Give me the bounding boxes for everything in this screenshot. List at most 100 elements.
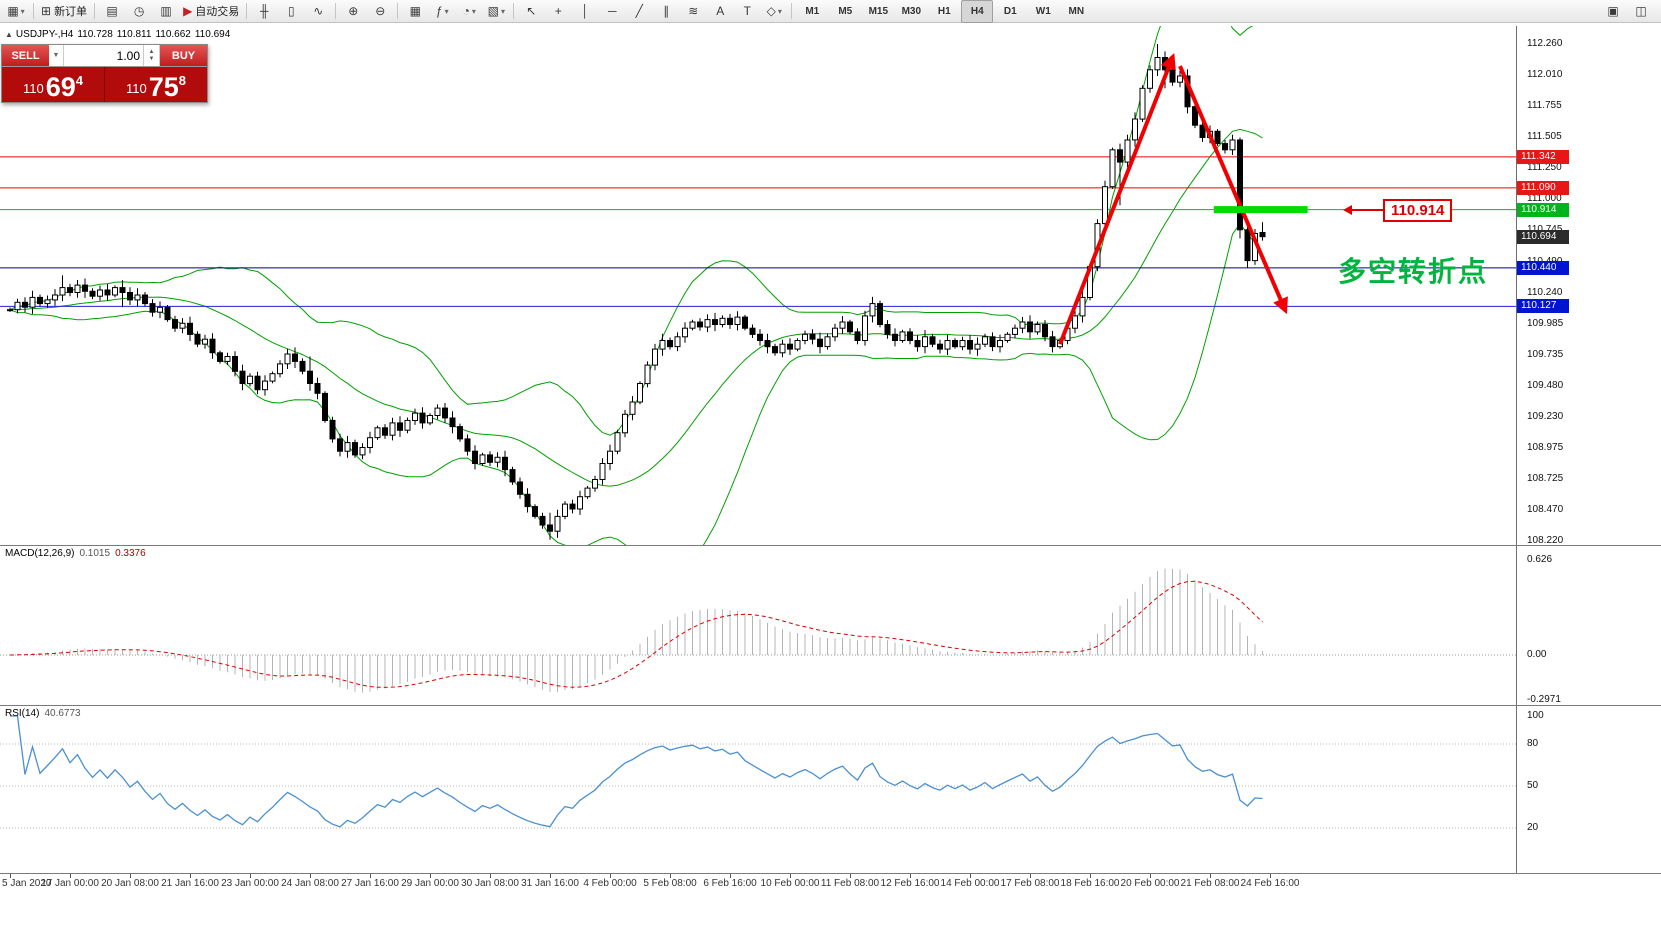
profiles-button[interactable]: ▤ (99, 1, 125, 22)
panel-separator[interactable] (0, 705, 1661, 706)
volume-input[interactable] (64, 48, 143, 63)
channel-button[interactable]: ∥ (653, 1, 679, 22)
timeframe-h1-button[interactable]: H1 (937, 5, 951, 17)
price-axis[interactable]: 112.260 112.010 111.755 111.505 111.250 111.0… (1516, 26, 1661, 874)
new-chart-button[interactable]: ▦ ▾ (3, 1, 29, 22)
indicators-button[interactable]: ƒ ▾ (429, 1, 455, 22)
zoom-in-button[interactable]: ⊕ (340, 1, 366, 22)
vertical-line-button[interactable]: │ (572, 1, 598, 22)
main-toolbar: ▦ ▾ ⊞ 新订单 ▤ ◷ ▥ ▶ 自动交易 ╫ ▯ ∿ ⊕ ⊖ ▦ ƒ ▾ ◔ ▾ ▧ ▾ ↖ + │ ─ ╱ ∥ ≋ A T ◇ ▾ M1 M… (0, 0, 1661, 23)
tile-windows-button[interactable]: ▦ (402, 1, 428, 22)
timeframe-m1-button[interactable]: M1 (805, 5, 820, 17)
volume-stepper[interactable]: ▲ ▼ (143, 45, 160, 66)
symbol-info: ▲ USDJPY-,H4 110.728 110.811 110.662 110.694 (5, 29, 234, 40)
timeframe-mn-button[interactable]: MN (1068, 5, 1085, 17)
macd-signal-value: 0.3376 (115, 548, 146, 559)
trend-arrows-layer[interactable] (1058, 53, 1288, 345)
time-label: 12 Feb 16:00 (880, 878, 940, 889)
auto-trading-button[interactable]: ▶ 自动交易 (180, 1, 242, 22)
new-order-button[interactable]: ⊞ 新订单 (38, 1, 90, 22)
candlestick-chart-button-icon: ▯ (287, 4, 295, 18)
chart-shift-button[interactable]: ▣ (1607, 4, 1619, 18)
line-chart-button[interactable]: ∿ (305, 1, 331, 22)
text-button[interactable]: A (707, 1, 733, 22)
price-tick: 109.230 (1527, 411, 1564, 422)
time-label: 17 Feb 08:00 (1000, 878, 1060, 889)
horizontal-line-button[interactable]: ─ (599, 1, 625, 22)
bar-chart-button[interactable]: ╫ (251, 1, 277, 22)
timeframe-m15-button[interactable]: M15 (868, 5, 889, 17)
time-tick (10, 874, 11, 878)
timeframe-d1-button[interactable]: D1 (1003, 5, 1017, 17)
buy-button[interactable]: BUY (160, 45, 207, 66)
time-label: 4 Feb 00:00 (583, 878, 637, 889)
macd-tick: 0.00 (1527, 649, 1547, 660)
templates-button-dropdown-icon[interactable]: ▾ (500, 6, 505, 16)
timeframe-m30-button[interactable]: M30 (901, 5, 922, 17)
timeframe-m5-button[interactable]: M5 (838, 5, 853, 17)
time-tick (1150, 874, 1151, 878)
panel-separator[interactable] (0, 545, 1661, 546)
price-tick: 112.010 (1527, 69, 1563, 80)
time-label: 5 Jan 2020 (2, 878, 52, 889)
trendline-button[interactable]: ╱ (626, 1, 652, 22)
time-tick (1030, 874, 1031, 878)
volume-dropdown-icon[interactable]: ▼ (49, 45, 64, 66)
periods-button-dropdown-icon[interactable]: ▾ (471, 6, 476, 16)
turning-point-note[interactable]: 多空转折点 (1338, 256, 1489, 287)
panel-separator[interactable] (0, 873, 1661, 874)
one-click-trading-panel: SELL ▼ ▲▼ BUY 110 69 4 110 75 8 (1, 44, 208, 103)
toolbar-separator (246, 3, 248, 19)
fibonacci-button[interactable]: ≋ (680, 1, 706, 22)
rsi-indicator-panel[interactable] (0, 706, 1516, 873)
periods-button[interactable]: ◔ ▾ (456, 1, 482, 22)
indicators-button-dropdown-icon[interactable]: ▾ (444, 6, 449, 16)
time-tick (1090, 874, 1091, 878)
time-axis[interactable]: 5 Jan 2020 17 Jan 00:00 20 Jan 08:00 21 Jan… (0, 874, 1661, 896)
horizontal-line-button-icon: ─ (608, 4, 617, 18)
rsi-name: RSI(14) (5, 708, 40, 719)
time-tick (1210, 874, 1211, 878)
price-tick: 109.480 (1527, 380, 1564, 391)
buy-price-prefix: 110 (125, 81, 147, 96)
templates-button[interactable]: ▧ ▾ (483, 1, 509, 22)
time-tick (790, 874, 791, 878)
data-window-button[interactable]: ▥ (153, 1, 179, 22)
macd-signal-line (9, 580, 1263, 688)
buy-price[interactable]: 110 75 8 (105, 67, 207, 102)
price-chart[interactable] (0, 26, 1516, 546)
price-tag-110.127: 110.127 (1517, 299, 1569, 313)
new-chart-button-dropdown-icon[interactable]: ▾ (20, 6, 25, 16)
price-tag-110.914: 110.914 (1517, 203, 1569, 217)
timeframe-h4-button[interactable]: H4 (961, 0, 994, 23)
time-label: 27 Jan 16:00 (341, 878, 399, 889)
crosshair-button[interactable]: + (545, 1, 571, 22)
time-label: 23 Jan 00:00 (221, 878, 279, 889)
candlestick-chart-button[interactable]: ▯ (278, 1, 304, 22)
label-button[interactable]: T (734, 1, 760, 22)
time-label: 21 Jan 16:00 (161, 878, 219, 889)
time-label: 20 Jan 08:00 (101, 878, 159, 889)
shapes-button[interactable]: ◇ ▾ (761, 1, 787, 22)
time-tick (190, 874, 191, 878)
price-callout-label[interactable]: 110.914 (1383, 198, 1453, 222)
price-callout-line (1352, 208, 1383, 211)
shapes-button-dropdown-icon[interactable]: ▾ (777, 6, 782, 16)
auto-scroll-button[interactable]: ◫ (1635, 4, 1647, 18)
support-highlight-segment[interactable] (1213, 206, 1308, 214)
time-label: 30 Jan 08:00 (461, 878, 519, 889)
cursor-button[interactable]: ↖ (518, 1, 544, 22)
sell-price[interactable]: 110 69 4 (2, 67, 105, 102)
trendline-button-icon: ╱ (635, 4, 643, 18)
toolbar-separator (397, 3, 399, 19)
price-tick: 109.735 (1527, 349, 1564, 360)
vertical-line-button-icon: │ (581, 4, 590, 18)
level-lines-layer[interactable] (0, 156, 1516, 307)
auto-trading-button-label: 自动交易 (195, 6, 240, 18)
macd-indicator-panel[interactable] (0, 546, 1516, 706)
bar-chart-button-icon: ╫ (260, 4, 269, 18)
timeframe-w1-button[interactable]: W1 (1035, 5, 1051, 17)
market-watch-button[interactable]: ◷ (126, 1, 152, 22)
sell-button[interactable]: SELL (2, 45, 49, 66)
zoom-out-button[interactable]: ⊖ (367, 1, 393, 22)
